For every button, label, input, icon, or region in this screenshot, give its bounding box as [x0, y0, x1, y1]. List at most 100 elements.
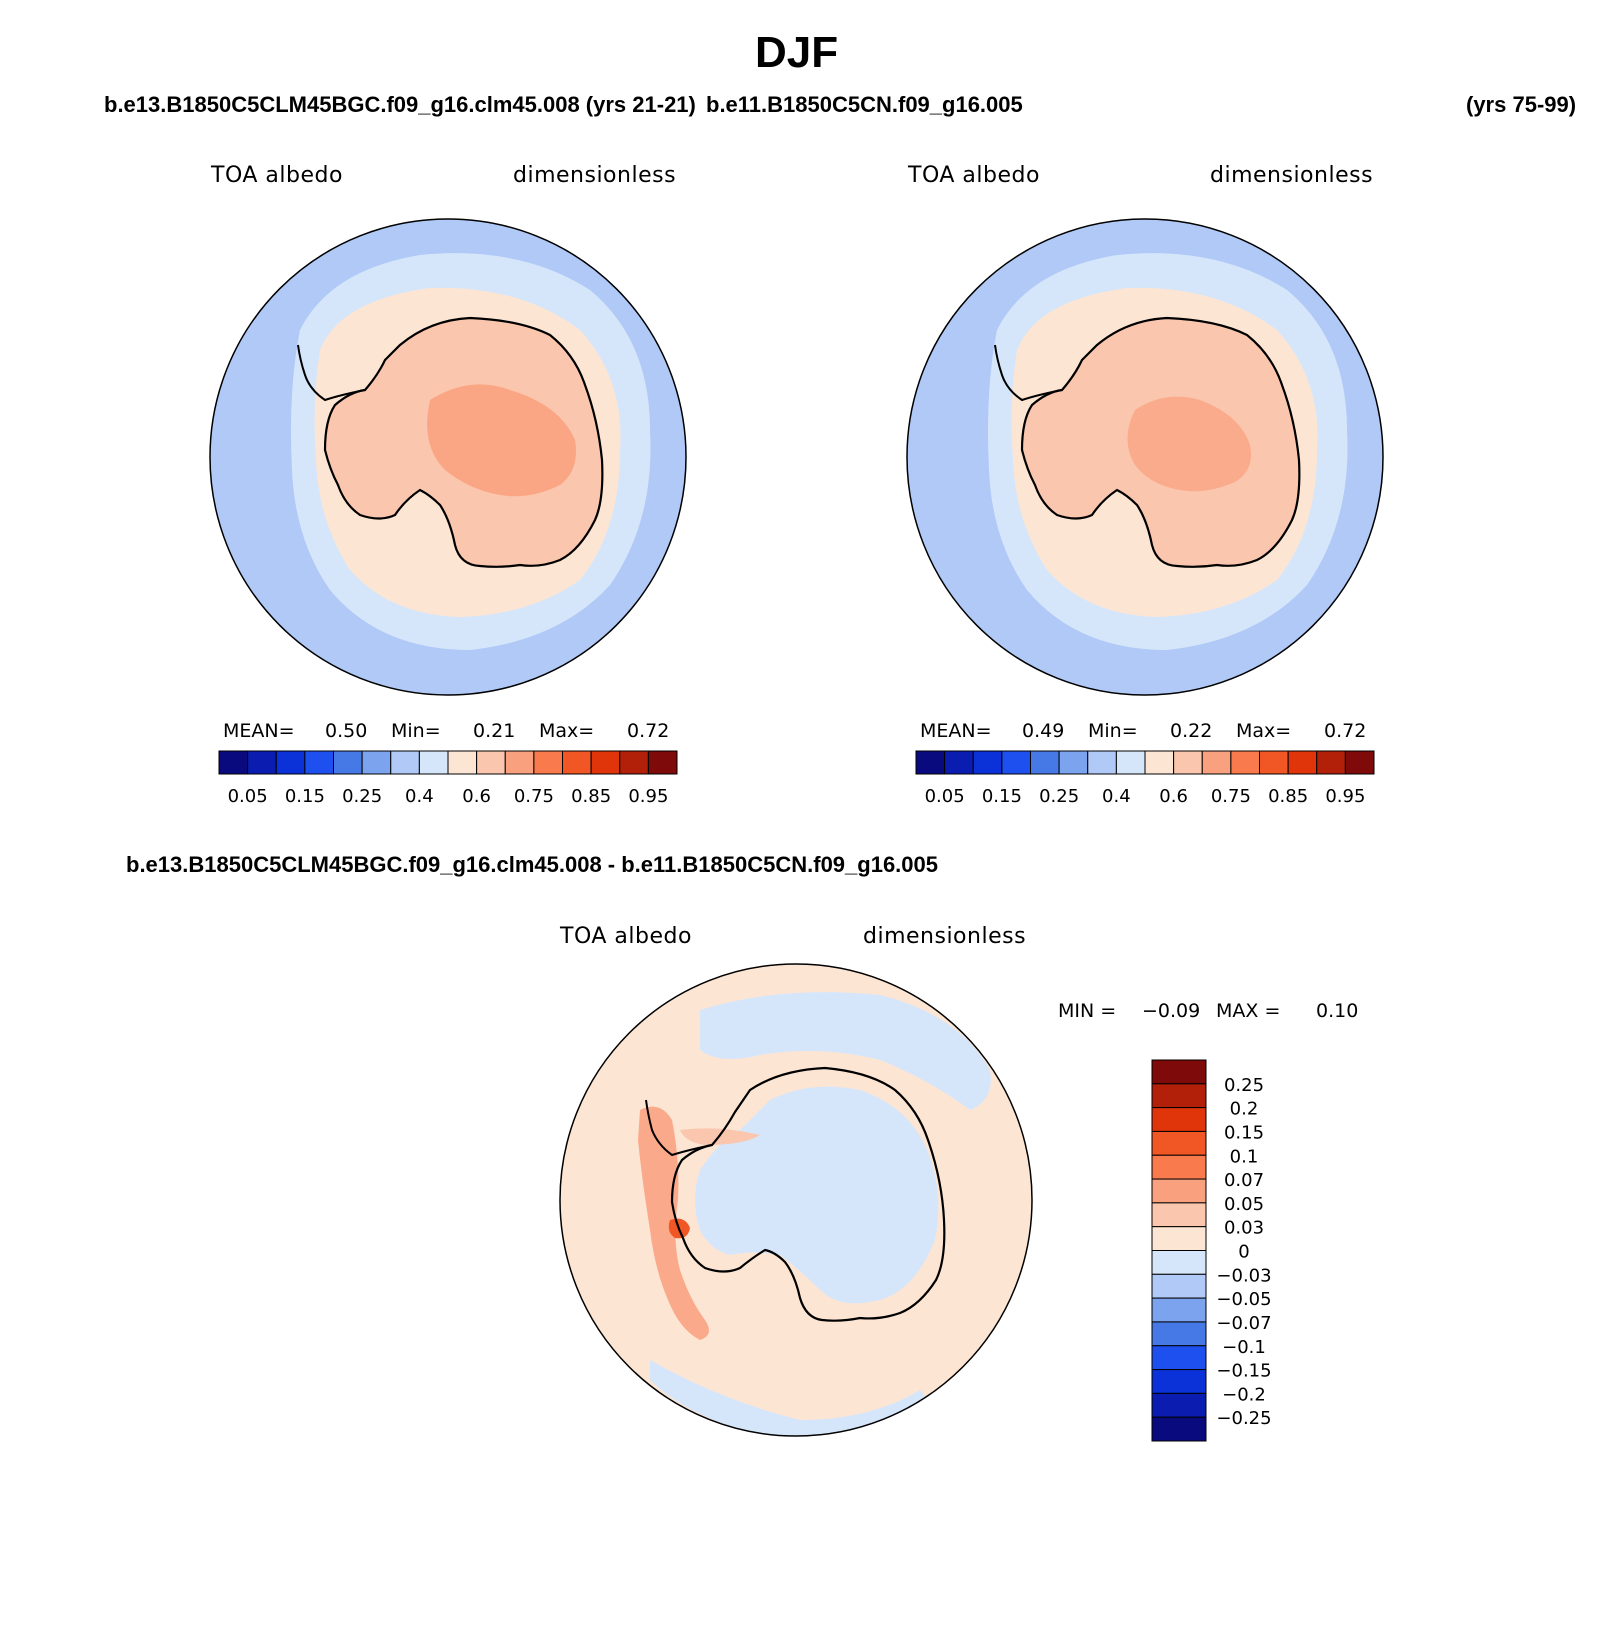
- page-title: DJF: [755, 28, 839, 77]
- panel3-colorbar-tick-label: −0.2: [1222, 1384, 1266, 1405]
- panel2-colorbar-tick-label: 0.85: [1268, 786, 1308, 807]
- panel1-colorbar-tick-label: 0.05: [228, 786, 268, 807]
- panel3-colorbar-tick-label: 0.07: [1224, 1170, 1264, 1191]
- panel1-max-label: Max=: [539, 720, 595, 742]
- panel2-variable: TOA albedo: [908, 163, 1040, 188]
- panel3-colorbar-swatch: [1151, 1297, 1207, 1323]
- panel2-colorbar: [915, 750, 1375, 775]
- panel2-colorbar-tick-label: 0.15: [982, 786, 1022, 807]
- panel1-colorbar-swatch: [504, 750, 535, 775]
- panel1-colorbar-ticks: 0.05 0.15 0.25 0.4 0.6 0.75 0.85 0.95: [228, 786, 669, 807]
- panel1-colorbar-tick-label: 0.95: [628, 786, 668, 807]
- panel3-coastline: [670, 1066, 946, 1322]
- panel3-colorbar-swatch: [1151, 1059, 1207, 1085]
- panel1-map-border: [209, 218, 687, 696]
- panel2-min: 0.22: [1170, 720, 1213, 742]
- panel3-colorbar-tick-label: −0.25: [1216, 1408, 1271, 1429]
- panel2-colorbar-swatch: [915, 750, 946, 775]
- panel3-colorbar-tick-label: −0.1: [1222, 1337, 1266, 1358]
- panel2-coastline: [1020, 316, 1301, 568]
- panel1-min: 0.21: [473, 720, 516, 742]
- panel2-colorbar-tick-label: 0.05: [925, 786, 965, 807]
- panel3-colorbar-tick-label: 0.25: [1224, 1075, 1264, 1096]
- panel3-min-label: MIN =: [1058, 1000, 1117, 1022]
- panel3-max-label: MAX =: [1216, 1000, 1281, 1022]
- panel3-colorbar-tick-label: −0.15: [1216, 1361, 1271, 1382]
- panel1-max: 0.72: [627, 720, 670, 742]
- panel3-units: dimensionless: [863, 924, 1027, 949]
- panel3-peninsula: [645, 1099, 713, 1157]
- panel1-colorbar-tick-label: 0.4: [405, 786, 434, 807]
- panel1-colorbar-swatch: [275, 750, 306, 775]
- panel1-colorbar-tick-label: 0.6: [462, 786, 491, 807]
- panel1-colorbar-swatch: [247, 750, 277, 775]
- panel2-min-label: Min=: [1088, 720, 1138, 742]
- panel3-colorbar-tick-label: −0.05: [1216, 1289, 1271, 1310]
- panel1-map: [210, 219, 686, 695]
- panel2-colorbar-swatch: [1201, 750, 1232, 775]
- panel2-colorbar-tick-label: 0.75: [1211, 786, 1251, 807]
- panel1-plateau: [427, 384, 576, 497]
- panel2-mean-label: MEAN=: [920, 720, 992, 742]
- ctrl-years-label: (yrs 75-99): [1466, 92, 1577, 117]
- panel2-colorbar-swatch: [1316, 750, 1346, 775]
- panel2-colorbar-tick-label: 0.4: [1102, 786, 1131, 807]
- panel1-colorbar-swatch: [390, 750, 420, 775]
- panel3-colorbar-swatch: [1151, 1345, 1207, 1371]
- panel3-interior: [695, 1086, 939, 1304]
- panel1-colorbar-swatch: [476, 750, 506, 775]
- panel3-colorbar-swatch: [1151, 1178, 1207, 1204]
- panel2-plateau: [1127, 396, 1251, 492]
- panel2-peninsula: [994, 344, 1063, 402]
- panel3-colorbar-tick-label: −0.07: [1216, 1313, 1271, 1334]
- panel2-max: 0.72: [1324, 720, 1367, 742]
- panel3-colorbar-swatch: [1151, 1226, 1207, 1251]
- panel2-colorbar-swatch: [1144, 750, 1175, 775]
- panel1-units: dimensionless: [513, 163, 677, 188]
- panel2-units: dimensionless: [1210, 163, 1374, 188]
- panel1-min-label: Min=: [391, 720, 441, 742]
- panel2-colorbar-tick-label: 0.95: [1325, 786, 1365, 807]
- panel2-colorbar-swatch: [1230, 750, 1260, 775]
- panel3-colorbar-tick-label: 0.15: [1224, 1122, 1264, 1143]
- panel2-max-label: Max=: [1236, 720, 1292, 742]
- panel1-colorbar-tick-label: 0.75: [514, 786, 554, 807]
- panel3-max: 0.10: [1316, 1000, 1359, 1022]
- panel2-colorbar-tick-label: 0.6: [1159, 786, 1188, 807]
- panel3-colorbar-ticks: 0.25 0.20.15 0.1 0.07 0.05 0.03 0−0.03 −0.05 −0.…: [1216, 1075, 1271, 1429]
- panel1-colorbar-swatch: [333, 750, 363, 775]
- panel1-colorbar-tick-label: 0.15: [285, 786, 325, 807]
- diff-title: b.e13.B1850C5CLM45BGC.f09_g16.clm45.008 …: [126, 852, 939, 877]
- panel1-colorbar-swatch: [218, 750, 249, 775]
- panel3-colorbar-tick-label: 0.05: [1224, 1194, 1264, 1215]
- panel3-colorbar-swatch: [1151, 1250, 1207, 1275]
- panel1-variable: TOA albedo: [211, 163, 343, 188]
- panel3-colorbar-tick-label: 0.03: [1224, 1218, 1264, 1239]
- panel3-colorbar-swatch: [1151, 1130, 1207, 1156]
- panel3-colorbar-tick-label: 0.2: [1230, 1099, 1259, 1120]
- panel1-colorbar-swatch: [562, 750, 592, 775]
- panel3-colorbar-swatch: [1151, 1369, 1207, 1394]
- panel2-colorbar-swatch: [1030, 750, 1060, 775]
- case-ctrl-label: b.e11.B1850C5CN.f09_g16.005: [706, 92, 1023, 117]
- panel3-colorbar-swatch: [1151, 1273, 1207, 1299]
- panel1-colorbar-swatch: [647, 750, 678, 775]
- panel1-colorbar-swatch: [619, 750, 649, 775]
- panel3-negative-band-north: [700, 992, 991, 1110]
- panel2-mean: 0.49: [1022, 720, 1065, 742]
- panel3-colorbar-swatch: [1151, 1416, 1207, 1442]
- panel3-negative-band-south: [650, 1360, 927, 1436]
- panel1-colorbar-swatch: [447, 750, 478, 775]
- panel2-colorbar-ticks: 0.05 0.15 0.25 0.4 0.6 0.75 0.85 0.95: [925, 786, 1366, 807]
- panel3-colorbar: [1151, 1059, 1207, 1442]
- panel1-colorbar: [218, 750, 678, 775]
- panel2-colorbar-tick-label: 0.25: [1039, 786, 1079, 807]
- panel2-colorbar-swatch: [944, 750, 974, 775]
- panel3-colorbar-swatch: [1151, 1321, 1207, 1347]
- panel3-colorbar-tick-label: 0: [1238, 1242, 1249, 1263]
- panel2-colorbar-swatch: [1259, 750, 1289, 775]
- panel3-colorbar-tick-label: −0.03: [1216, 1265, 1271, 1286]
- panel1-mean: 0.50: [325, 720, 368, 742]
- panel3-min: −0.09: [1142, 1000, 1201, 1022]
